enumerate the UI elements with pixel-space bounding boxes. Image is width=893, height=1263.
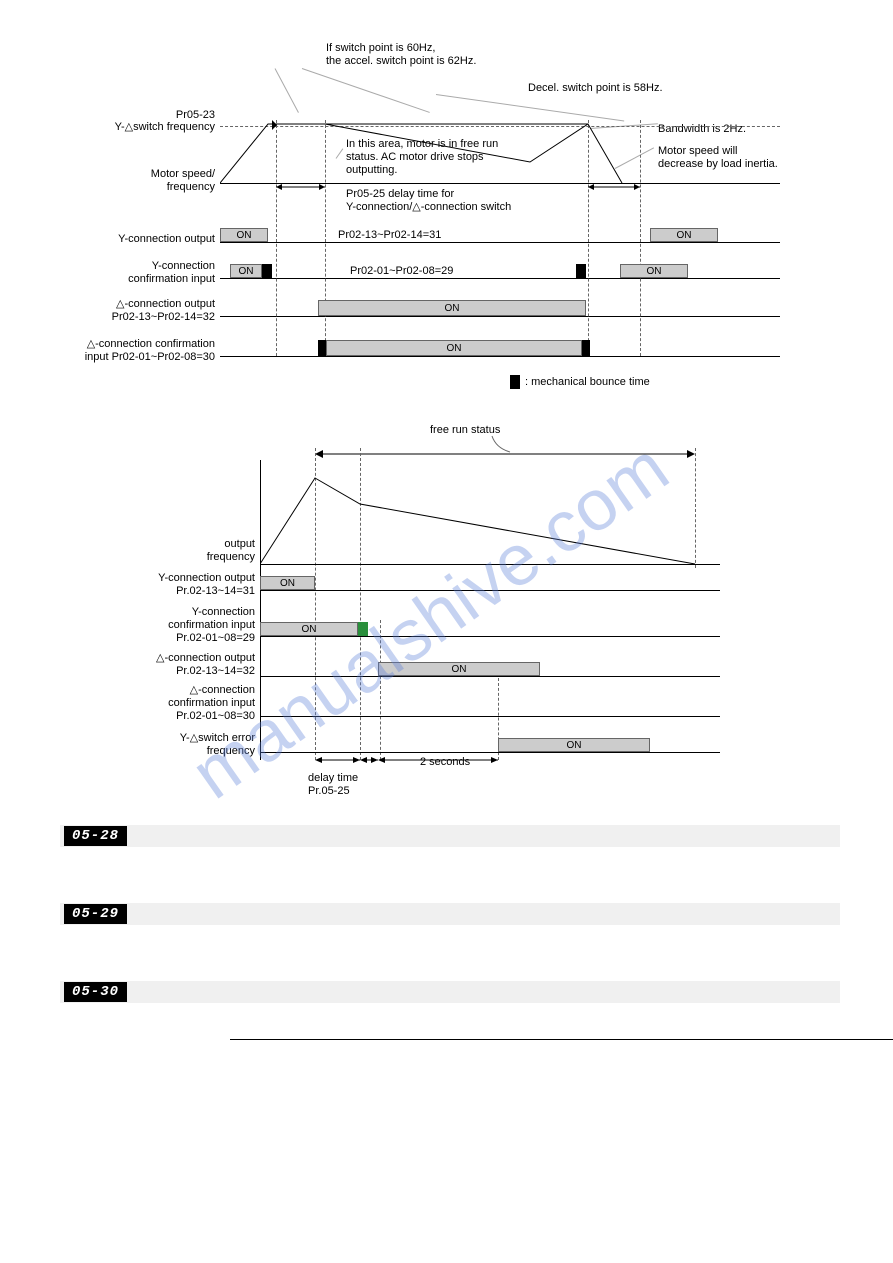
green-bounce-segment: [358, 622, 368, 636]
output-freq-curve: [260, 470, 720, 565]
bounce-segment: [582, 340, 590, 356]
label-y-conn-output: Y-connection output: [50, 233, 215, 246]
param-row-0528: 05-28: [60, 825, 840, 847]
pointer-line: [302, 68, 430, 113]
baseline2: [260, 564, 720, 565]
baseline-y-output: [220, 242, 780, 243]
on-segment: ON: [326, 340, 582, 356]
param-code: 05-28: [64, 826, 127, 846]
bottom-range-arrows: [315, 754, 505, 768]
free-run-range-arrow: [315, 448, 695, 462]
bounce-segment: [576, 264, 586, 278]
annotation-2sec: 2 seconds: [420, 756, 470, 769]
motor-speed-curve: [220, 120, 780, 185]
vdash2: [380, 620, 381, 760]
on-segment: ON: [498, 738, 650, 752]
label-output-freq: outputfrequency: [80, 538, 255, 564]
pointer-line: [436, 94, 624, 121]
label-y-conn-conf: Y-connectionconfirmation input: [50, 260, 215, 286]
on-segment: ON: [230, 264, 262, 278]
annotation-decel: Decel. switch point is 58Hz.: [528, 82, 663, 95]
param-list: 05-28 05-29 05-30: [60, 825, 840, 1043]
annotation-delay-2: delay timePr.05-25: [308, 772, 358, 798]
baseline-d-output: [220, 316, 780, 317]
label-d-conf-2: △-connectionconfirmation inputPr.02-01~0…: [80, 684, 255, 724]
param-row-0530: 05-30: [60, 981, 840, 1003]
baseline2: [260, 716, 720, 717]
annotation-switch-point: If switch point is 60Hz,the accel. switc…: [326, 42, 476, 68]
baseline2: [260, 676, 720, 677]
on-segment: ON: [318, 300, 586, 316]
baseline2: [260, 590, 720, 591]
baseline-y-conf: [220, 278, 780, 279]
param-code: 05-29: [64, 904, 127, 924]
baseline-d-conf: [220, 356, 780, 357]
param-divider: [230, 1039, 893, 1040]
on-segment: ON: [260, 576, 315, 590]
text-pr-output: Pr02-13~Pr02-14=31: [338, 229, 441, 242]
label-motor-speed: Motor speed/frequency: [50, 168, 215, 194]
label-d-output-2: △-connection outputPr.02-13~14=32: [80, 652, 255, 678]
baseline2: [260, 752, 720, 753]
legend-text: : mechanical bounce time: [525, 376, 650, 389]
text-pr-input: Pr02-01~Pr02-08=29: [350, 265, 453, 278]
on-segment: ON: [650, 228, 718, 242]
legend-box: [510, 375, 520, 389]
bounce-segment: [318, 340, 326, 356]
param-row-0529: 05-29: [60, 903, 840, 925]
param-code: 05-30: [64, 982, 127, 1002]
label-d-conn-output: △-connection outputPr02-13~Pr02-14=32: [50, 298, 215, 324]
on-segment: ON: [378, 662, 540, 676]
on-segment: ON: [620, 264, 688, 278]
bounce-segment: [262, 264, 272, 278]
baseline2: [260, 636, 720, 637]
label-y-output-2: Y-connection outputPr.02-13~14=31: [80, 572, 255, 598]
timing-diagram-2: free run status outputfrequency Y-connec…: [80, 420, 800, 800]
label-d-conn-conf: △-connection confirmationinput Pr02-01~P…: [50, 338, 215, 364]
pointer-line: [275, 68, 299, 113]
timing-diagram-1: If switch point is 60Hz,the accel. switc…: [60, 20, 860, 400]
label-switch-err: Y-△switch errorfrequency: [80, 732, 255, 758]
label-y-conf-2: Y-connectionconfirmation inputPr.02-01~0…: [80, 606, 255, 646]
on-segment: ON: [260, 622, 358, 636]
label-y-switch-freq: Y-△switch frequency: [50, 121, 215, 134]
range-arrow-delay: [276, 183, 640, 195]
on-segment: ON: [220, 228, 268, 242]
